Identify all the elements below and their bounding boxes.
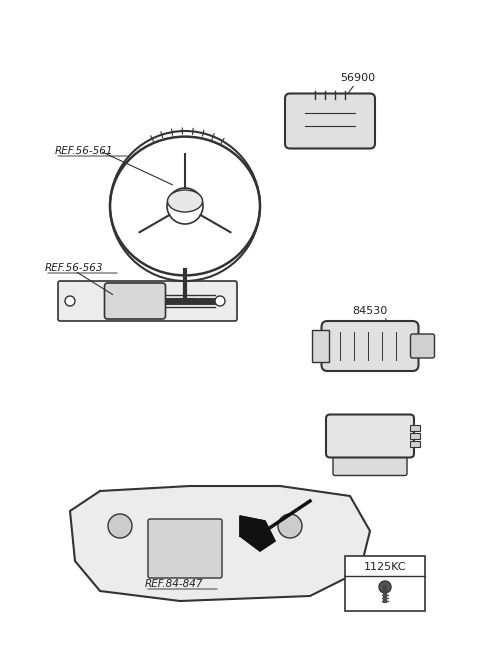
- FancyBboxPatch shape: [285, 94, 375, 148]
- Bar: [410, 425, 420, 431]
- Text: REF.84-847: REF.84-847: [145, 579, 204, 589]
- Circle shape: [65, 296, 75, 306]
- FancyBboxPatch shape: [148, 519, 222, 578]
- FancyBboxPatch shape: [312, 330, 328, 362]
- FancyBboxPatch shape: [326, 415, 414, 457]
- Circle shape: [379, 581, 391, 593]
- FancyBboxPatch shape: [58, 281, 237, 321]
- FancyBboxPatch shape: [333, 451, 407, 476]
- Text: 84530: 84530: [352, 306, 387, 316]
- Text: 56900: 56900: [340, 73, 375, 83]
- Bar: [345, 556, 425, 611]
- Text: REF.56-561: REF.56-561: [55, 146, 113, 156]
- Polygon shape: [240, 516, 275, 551]
- FancyBboxPatch shape: [410, 334, 434, 358]
- Text: 1125KC: 1125KC: [364, 562, 406, 572]
- Circle shape: [278, 514, 302, 538]
- Circle shape: [108, 514, 132, 538]
- Ellipse shape: [168, 190, 203, 212]
- Text: REF.56-563: REF.56-563: [45, 263, 104, 273]
- Bar: [410, 433, 420, 439]
- Circle shape: [215, 296, 225, 306]
- FancyBboxPatch shape: [105, 283, 166, 319]
- Bar: [410, 441, 420, 447]
- Polygon shape: [70, 486, 370, 601]
- FancyBboxPatch shape: [322, 321, 419, 371]
